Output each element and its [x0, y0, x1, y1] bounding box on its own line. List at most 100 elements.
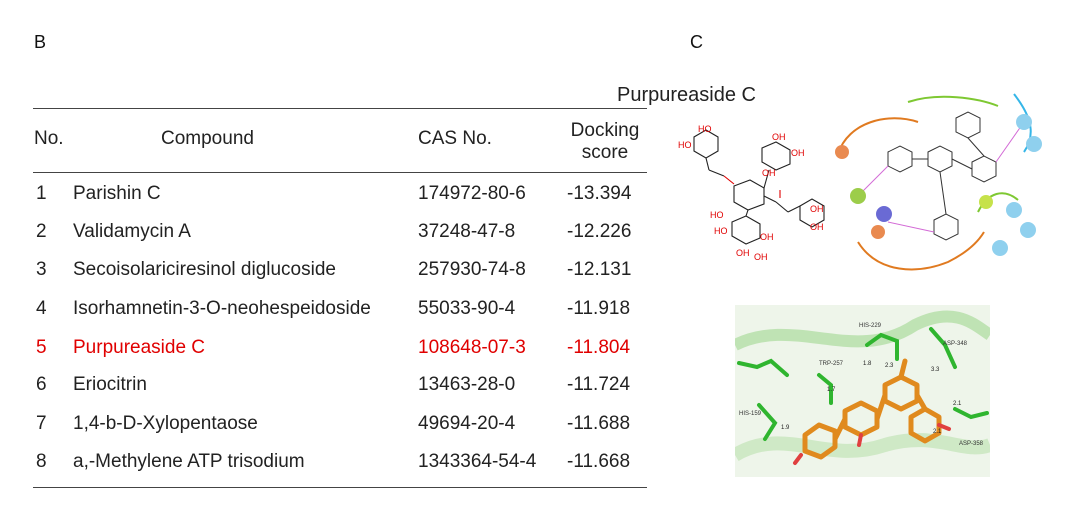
table-bottom-rule	[33, 487, 647, 488]
ring	[887, 145, 913, 173]
residue-node	[1020, 222, 1036, 238]
cell-score: -12.131	[567, 259, 632, 280]
residue-stick	[757, 403, 778, 441]
caffeoyl-ring	[799, 198, 825, 228]
residue-label: TRP-257	[819, 361, 844, 367]
cell-no: 1	[36, 183, 47, 204]
structure-label: OH	[772, 132, 786, 142]
cell-no: 7	[36, 413, 47, 434]
structure-label: HO	[678, 140, 692, 150]
cell-compound: Validamycin A	[73, 221, 191, 242]
cell-cas: 37248-47-8	[418, 221, 516, 242]
header-compound: Compound	[161, 128, 254, 149]
structure-label: OH	[791, 148, 805, 158]
residue-node	[835, 145, 849, 159]
table-row: 1 Parishin C 174972-80-6 -13.394	[0, 183, 660, 221]
residue-node	[850, 188, 866, 204]
panel-label-b: B	[34, 32, 47, 52]
residue-stick	[953, 407, 989, 420]
distance-label: 2.1	[933, 429, 942, 435]
table-row: 4 Isorhamnetin-3-O-neohespeidoside 55033…	[0, 298, 660, 336]
residue-stick	[817, 373, 833, 405]
cell-cas: 257930-74-8	[418, 259, 526, 280]
cell-compound: Parishin C	[73, 183, 161, 204]
cell-cas: 55033-90-4	[418, 298, 516, 319]
residue-node	[992, 240, 1008, 256]
cell-cas: 108648-07-3	[418, 337, 526, 358]
chemical-structure-diagram: HO HO OH OH HO OH HO OH OH OH OH OH	[678, 124, 825, 262]
cell-score: -11.804	[567, 337, 631, 358]
header-score-line1: Docking	[570, 120, 640, 141]
ring	[933, 213, 959, 241]
structure-label: HO	[714, 226, 728, 236]
distance-label: 1.9	[781, 425, 790, 431]
ligand-ring	[802, 422, 838, 460]
table-row: 7 1,4-b-D-Xylopentaose 49694-20-4 -11.68…	[0, 413, 660, 451]
residue-node	[1026, 136, 1042, 152]
header-score-line2: score	[581, 142, 629, 163]
catechol-ring-top	[693, 129, 719, 159]
header-cas: CAS No.	[418, 128, 492, 149]
cell-compound: Eriocitrin	[73, 374, 147, 395]
cell-score: -11.918	[567, 298, 631, 319]
cell-no: 6	[36, 374, 47, 395]
structure-label: OH	[736, 248, 750, 258]
residue-node	[979, 195, 993, 209]
cell-score: -12.226	[567, 221, 632, 242]
distance-label: 2.3	[885, 363, 894, 369]
cell-cas: 49694-20-4	[418, 413, 516, 434]
distance-label: 1.8	[863, 361, 872, 367]
table-top-rule	[33, 108, 647, 109]
interaction-map-diagram	[835, 93, 1042, 271]
structure-label: HO	[698, 124, 712, 134]
residue-stick	[737, 358, 789, 377]
cell-no: 2	[36, 221, 47, 242]
residue-node	[1016, 114, 1032, 130]
cell-compound: Purpureaside C	[73, 337, 206, 358]
cell-cas: 1343364-54-4	[418, 451, 537, 472]
residue-node	[876, 206, 892, 222]
cell-cas: 13463-28-0	[418, 374, 516, 395]
ring	[927, 145, 953, 173]
structure-label: OH	[762, 168, 776, 178]
glucose-ring-center	[733, 179, 765, 211]
residue-node	[1006, 202, 1022, 218]
residue-label: HIS-229	[859, 323, 882, 329]
residue-label: ASP-358	[959, 441, 984, 447]
ligand-ring	[842, 400, 880, 438]
cell-compound: a,-Methylene ATP trisodium	[73, 451, 305, 472]
cell-score: -11.688	[567, 413, 631, 434]
ring	[971, 155, 997, 183]
cell-no: 8	[36, 451, 47, 472]
table-row: 2 Validamycin A 37248-47-8 -12.226	[0, 221, 660, 259]
structure-label: OH	[760, 232, 774, 242]
structure-label: OH	[754, 252, 768, 262]
residue-node	[871, 225, 885, 239]
table-row: 6 Eriocitrin 13463-28-0 -11.724	[0, 374, 660, 412]
structure-label: OH	[810, 222, 824, 232]
cell-compound: 1,4-b-D-Xylopentaose	[73, 413, 258, 434]
residue-stick	[865, 332, 899, 361]
structure-label: HO	[710, 210, 724, 220]
cell-no: 4	[36, 298, 47, 319]
distance-label: 2.1	[953, 401, 962, 407]
cell-cas: 174972-80-6	[418, 183, 526, 204]
structure-label: OH	[810, 204, 824, 214]
cell-no: 5	[36, 337, 47, 358]
residue-label: HIS-159	[739, 411, 762, 417]
cell-score: -11.724	[567, 374, 631, 395]
figure-title: Purpureaside C	[617, 84, 756, 106]
cell-compound: Secoisolariciresinol diglucoside	[73, 259, 336, 280]
distance-label: 1.7	[827, 387, 836, 393]
cell-score: -13.394	[567, 183, 632, 204]
cell-compound: Isorhamnetin-3-O-neohespeidoside	[73, 298, 371, 319]
residue-stick	[929, 327, 957, 369]
rhamnose-ring-bottom	[731, 215, 761, 245]
table-row: 8 a,-Methylene ATP trisodium 1343364-54-…	[0, 451, 660, 489]
ring	[955, 111, 981, 139]
table-header-rule	[33, 172, 647, 173]
residue-label: ASP-348	[943, 341, 968, 347]
glucose-ring-top	[761, 141, 791, 171]
header-docking-score: Docking score	[562, 120, 648, 164]
cell-score: -11.668	[567, 451, 631, 472]
